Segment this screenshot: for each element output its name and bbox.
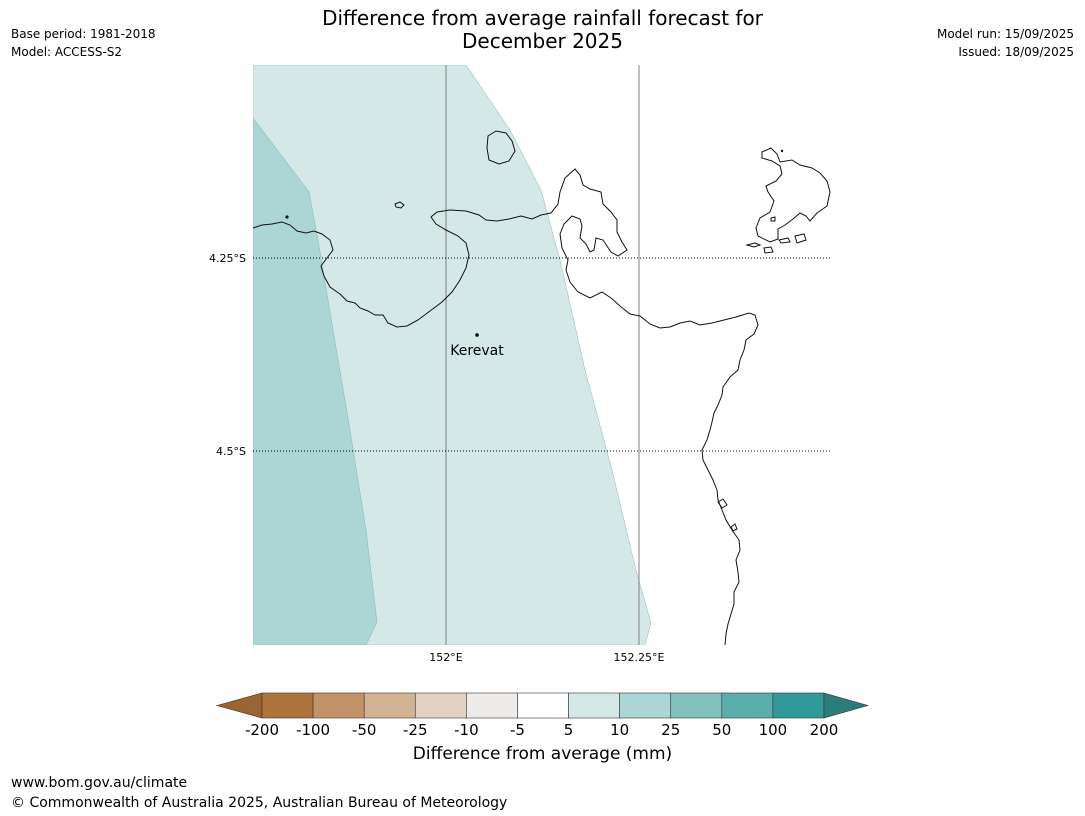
lon-label-152-25: 152.25°E bbox=[614, 651, 665, 664]
footer-url: www.bom.gov.au/climate bbox=[11, 775, 188, 791]
colorbar-tick-label: 200 bbox=[810, 721, 839, 739]
colorbar-tick-label: 10 bbox=[610, 721, 629, 739]
colorbar-tick-label: 25 bbox=[661, 721, 680, 739]
colorbar-box-1 bbox=[312, 692, 365, 719]
footer-copyright: © Commonwealth of Australia 2025, Austra… bbox=[11, 795, 508, 811]
colorbar-tick-label: 5 bbox=[564, 721, 574, 739]
colorbar-extend-high bbox=[823, 692, 870, 719]
base-period-text: Base period: 1981-2018 bbox=[11, 27, 156, 41]
colorbar-tick-label: -200 bbox=[245, 721, 279, 739]
map-figure: Kerevat 4.25°S 4.5°S 152°E 152.25°E -200… bbox=[209, 65, 870, 739]
footer: www.bom.gov.au/climate © Commonwealth of… bbox=[11, 773, 507, 813]
colorbar-box-8 bbox=[670, 692, 723, 719]
island-north bbox=[486, 130, 516, 165]
colorbar-box-6 bbox=[568, 692, 620, 719]
lon-label-152: 152°E bbox=[429, 651, 462, 664]
colorbar-tick-label: 50 bbox=[712, 721, 731, 739]
colorbar-extend-low bbox=[215, 692, 263, 719]
coastline-main bbox=[253, 168, 759, 645]
map-title-line1: Difference from average rainfall forecas… bbox=[322, 6, 763, 30]
islet-ne-5 bbox=[770, 216, 776, 222]
colorbar-box-10 bbox=[772, 692, 825, 719]
lat-label-4-25: 4.25°S bbox=[209, 252, 246, 265]
colorbar: -200 -100 -50 -25 -10 -5 5 10 25 50 100 200 bbox=[215, 692, 870, 739]
islet-east-coast-2 bbox=[730, 523, 738, 532]
colorbar-box-7 bbox=[619, 692, 672, 719]
model-run-text: Model run: 15/09/2025 bbox=[936, 27, 1074, 41]
model-text: Model: ACCESS-S2 bbox=[11, 45, 123, 59]
rainfall-region-10-25 bbox=[253, 117, 378, 645]
map-area bbox=[253, 65, 832, 645]
islands-northeast bbox=[755, 147, 831, 243]
kerevat-marker bbox=[475, 333, 479, 337]
colorbar-box-3 bbox=[414, 692, 467, 719]
islet-small bbox=[394, 201, 405, 209]
colorbar-tick-label: -100 bbox=[296, 721, 330, 739]
colorbar-tick-label: -50 bbox=[352, 721, 377, 739]
coastline bbox=[253, 130, 831, 645]
colorbar-box-5 bbox=[517, 692, 569, 719]
islet-ne-2 bbox=[763, 246, 774, 254]
colorbar-title: Difference from average (mm) bbox=[412, 744, 673, 764]
colorbar-box-2 bbox=[363, 692, 416, 719]
colorbar-tick-label: 100 bbox=[759, 721, 788, 739]
map-title: Difference from average rainfall forecas… bbox=[0, 7, 1085, 53]
islet-ne-1 bbox=[745, 242, 762, 248]
islet-west bbox=[285, 215, 289, 219]
colorbar-box-9 bbox=[721, 692, 774, 719]
issued-text: Issued: 18/09/2025 bbox=[958, 45, 1074, 59]
lat-label-4-5: 4.5°S bbox=[216, 445, 246, 458]
colorbar-tick-label: -10 bbox=[454, 721, 479, 739]
colorbar-box-0 bbox=[261, 692, 314, 719]
colorbar-box-4 bbox=[466, 692, 518, 719]
islet-east-coast-1 bbox=[717, 498, 728, 509]
islet-ne-4 bbox=[794, 233, 807, 244]
meta-left: Base period: 1981-2018 Model: ACCESS-S2 bbox=[11, 25, 156, 61]
map-title-line2: December 2025 bbox=[462, 29, 623, 53]
colorbar-tick-label: -5 bbox=[510, 721, 525, 739]
islet-ne-3 bbox=[778, 237, 791, 244]
kerevat-label: Kerevat bbox=[450, 343, 504, 359]
meta-right: Model run: 15/09/2025 Issued: 18/09/2025 bbox=[937, 25, 1074, 61]
colorbar-tick-label: -25 bbox=[403, 721, 428, 739]
islet-ne-dot bbox=[780, 149, 784, 153]
